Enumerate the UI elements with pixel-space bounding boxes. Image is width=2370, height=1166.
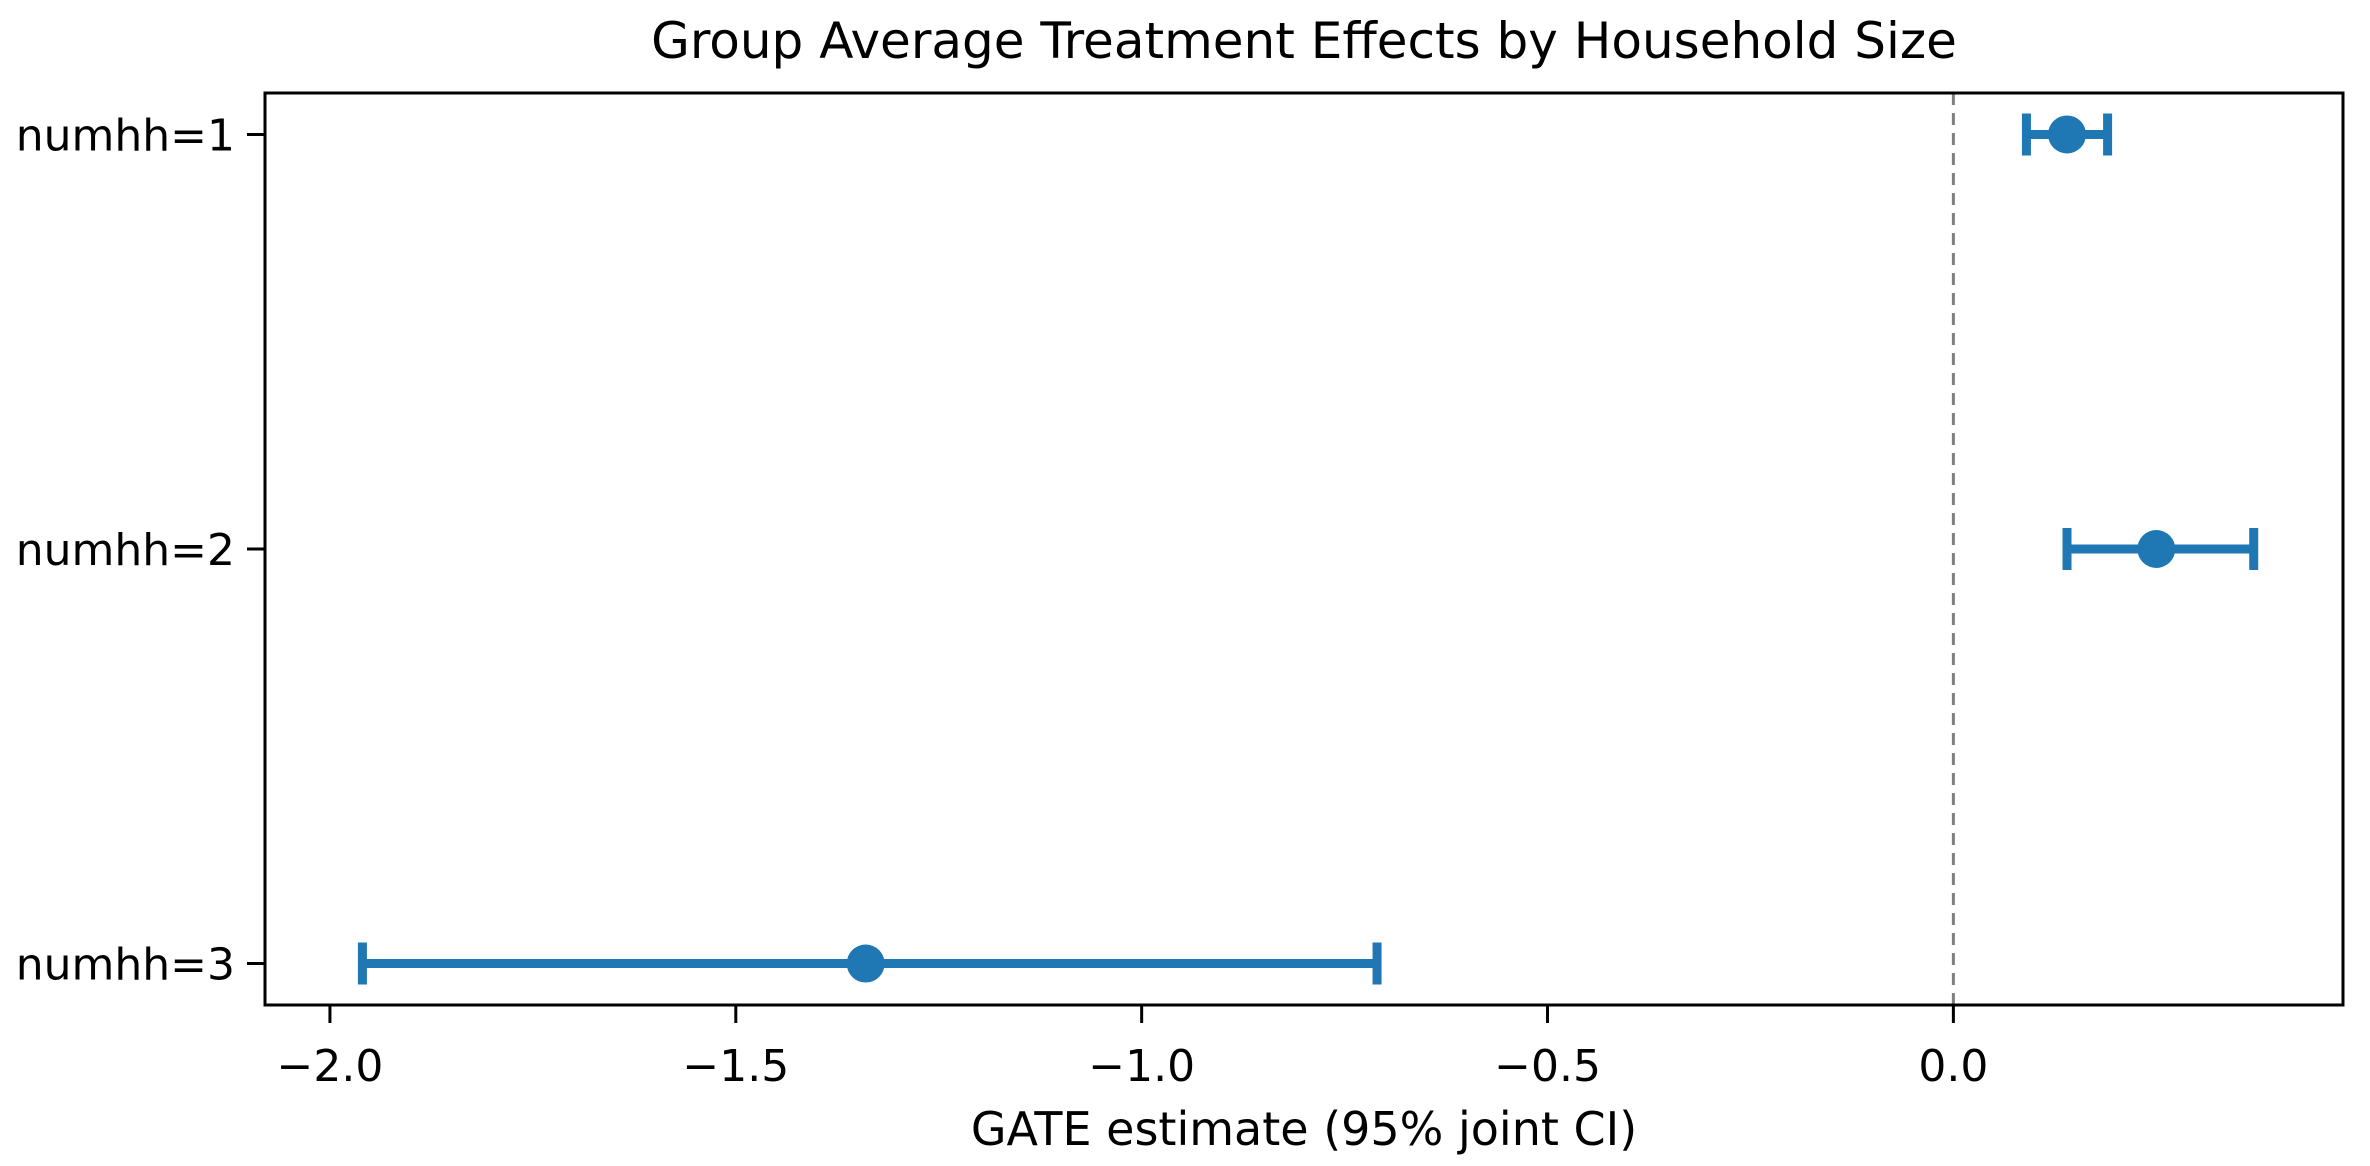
x-tick-label: −1.0 [1088, 1041, 1195, 1092]
x-tick-label: −1.5 [682, 1041, 789, 1092]
y-tick-label: numhh=2 [16, 525, 235, 576]
errorbar-numhh-3 [357, 942, 1382, 985]
plot-frame-group [263, 91, 2345, 1007]
chart-title: Group Average Treatment Effects by House… [651, 12, 1957, 70]
errorbar-numhh-2 [2062, 528, 2259, 570]
errorbar-numhh-1 [2021, 113, 2113, 156]
errorbar-series [357, 113, 2259, 985]
y-tick-label: numhh=1 [16, 110, 235, 161]
x-tick-label: −0.5 [1494, 1041, 1601, 1092]
x-axis-label: GATE estimate (95% joint CI) [971, 1102, 1637, 1156]
estimate-marker [2137, 530, 2176, 568]
estimate-marker [2048, 115, 2087, 154]
y-tick-label: numhh=3 [16, 940, 235, 991]
estimate-marker [846, 944, 885, 983]
x-tick-label: −2.0 [277, 1041, 384, 1092]
y-axis-ticks: numhh=1 numhh=2 numhh=3 [16, 110, 265, 991]
x-axis-ticks: −2.0 −1.5 −1.0 −0.5 0.0 [277, 1005, 1988, 1092]
x-tick-label: 0.0 [1918, 1041, 1988, 1092]
plot-frame [263, 91, 2345, 1007]
